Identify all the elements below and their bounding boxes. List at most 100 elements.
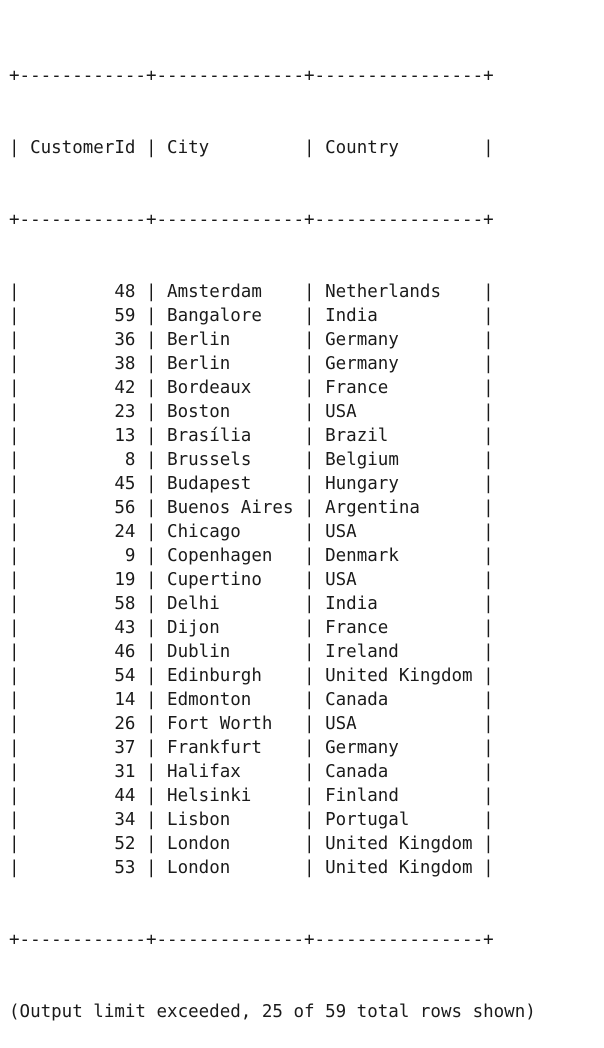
cell-customerid: 45: [114, 474, 136, 494]
cell-city: Berlin: [167, 330, 231, 350]
cell-city: Fort Worth: [167, 714, 273, 734]
cell-country: India: [325, 594, 378, 614]
table-row: | 58 | Delhi | India |: [9, 594, 494, 614]
cell-customerid: 23: [114, 402, 136, 422]
cell-country: United Kingdom: [325, 858, 473, 878]
cell-city: Halifax: [167, 762, 241, 782]
cell-city: London: [167, 834, 231, 854]
cell-country: USA: [325, 522, 357, 542]
cell-country: USA: [325, 714, 357, 734]
cell-country: Argentina: [325, 498, 420, 518]
table-header-row: | CustomerId | City | Country |: [9, 138, 494, 158]
table-row: | 53 | London | United Kingdom |: [9, 858, 494, 878]
table-row: | 38 | Berlin | Germany |: [9, 354, 494, 374]
cell-country: Finland: [325, 786, 399, 806]
cell-city: Frankfurt: [167, 738, 262, 758]
cell-city: Helsinki: [167, 786, 252, 806]
table-row: | 43 | Dijon | France |: [9, 618, 494, 638]
cell-city: Lisbon: [167, 810, 231, 830]
cell-customerid: 44: [114, 786, 136, 806]
table-row: | 24 | Chicago | USA |: [9, 522, 494, 542]
cell-city: London: [167, 858, 231, 878]
cell-country: France: [325, 378, 389, 398]
table-row: | 48 | Amsterdam | Netherlands |: [9, 282, 494, 302]
header-country: Country: [325, 138, 399, 158]
cell-country: United Kingdom: [325, 834, 473, 854]
cell-city: Dijon: [167, 618, 220, 638]
output-limit-message: (Output limit exceeded, 25 of 59 total r…: [9, 1002, 536, 1022]
cell-country: Canada: [325, 762, 389, 782]
table-row: | 14 | Edmonton | Canada |: [9, 690, 494, 710]
cell-customerid: 53: [114, 858, 136, 878]
table-row: | 45 | Budapest | Hungary |: [9, 474, 494, 494]
cell-country: India: [325, 306, 378, 326]
header-city: City: [167, 138, 210, 158]
table-header-separator: +------------+--------------+-----------…: [9, 210, 494, 230]
table-row: | 19 | Cupertino | USA |: [9, 570, 494, 590]
cell-customerid: 59: [114, 306, 136, 326]
table-row: | 54 | Edinburgh | United Kingdom |: [9, 666, 494, 686]
table-row: | 44 | Helsinki | Finland |: [9, 786, 494, 806]
cell-country: Germany: [325, 330, 399, 350]
table-row: | 26 | Fort Worth | USA |: [9, 714, 494, 734]
cell-country: Denmark: [325, 546, 399, 566]
cell-country: Canada: [325, 690, 389, 710]
cell-customerid: 46: [114, 642, 136, 662]
cell-customerid: 42: [114, 378, 136, 398]
table-row: | 59 | Bangalore | India |: [9, 306, 494, 326]
cell-customerid: 14: [114, 690, 136, 710]
table-bottom-border: +------------+--------------+-----------…: [9, 930, 494, 950]
cell-city: Boston: [167, 402, 231, 422]
cell-customerid: 13: [114, 426, 136, 446]
table-row: | 36 | Berlin | Germany |: [9, 330, 494, 350]
table-row: | 46 | Dublin | Ireland |: [9, 642, 494, 662]
cell-country: United Kingdom: [325, 666, 473, 686]
cell-city: Brasília: [167, 426, 252, 446]
cell-city: Budapest: [167, 474, 252, 494]
cell-customerid: 9: [124, 546, 136, 566]
cell-city: Dublin: [167, 642, 231, 662]
cell-customerid: 26: [114, 714, 136, 734]
cell-country: Portugal: [325, 810, 410, 830]
cell-city: Edinburgh: [167, 666, 262, 686]
cell-country: France: [325, 618, 389, 638]
cell-country: Brazil: [325, 426, 389, 446]
cell-country: Netherlands: [325, 282, 441, 302]
cell-customerid: 19: [114, 570, 136, 590]
cell-country: Germany: [325, 354, 399, 374]
cell-city: Amsterdam: [167, 282, 262, 302]
cell-city: Brussels: [167, 450, 252, 470]
table-row: | 13 | Brasília | Brazil |: [9, 426, 494, 446]
cell-customerid: 43: [114, 618, 136, 638]
table-row: | 23 | Boston | USA |: [9, 402, 494, 422]
cell-customerid: 37: [114, 738, 136, 758]
cell-city: Chicago: [167, 522, 241, 542]
cell-city: Copenhagen: [167, 546, 273, 566]
table-top-border: +------------+--------------+-----------…: [9, 66, 494, 86]
cell-city: Edmonton: [167, 690, 252, 710]
cell-customerid: 8: [124, 450, 136, 470]
cell-city: Cupertino: [167, 570, 262, 590]
cell-customerid: 48: [114, 282, 136, 302]
table-row: | 37 | Frankfurt | Germany |: [9, 738, 494, 758]
table-body: | 48 | Amsterdam | Netherlands | | 59 | B…: [9, 280, 536, 880]
table-row: | 9 | Copenhagen | Denmark |: [9, 546, 494, 566]
cell-city: Berlin: [167, 354, 231, 374]
cell-country: Belgium: [325, 450, 399, 470]
table-row: | 42 | Bordeaux | France |: [9, 378, 494, 398]
cell-country: USA: [325, 570, 357, 590]
cell-city: Delhi: [167, 594, 220, 614]
cell-city: Bordeaux: [167, 378, 252, 398]
table-row: | 34 | Lisbon | Portugal |: [9, 810, 494, 830]
cell-customerid: 54: [114, 666, 136, 686]
cell-customerid: 56: [114, 498, 136, 518]
console-output: +------------+--------------+-----------…: [9, 16, 536, 1048]
cell-customerid: 52: [114, 834, 136, 854]
cell-country: Ireland: [325, 642, 399, 662]
cell-country: Hungary: [325, 474, 399, 494]
table-row: | 56 | Buenos Aires | Argentina |: [9, 498, 494, 518]
cell-country: USA: [325, 402, 357, 422]
header-customerid: CustomerId: [30, 138, 136, 158]
cell-customerid: 38: [114, 354, 136, 374]
cell-customerid: 36: [114, 330, 136, 350]
